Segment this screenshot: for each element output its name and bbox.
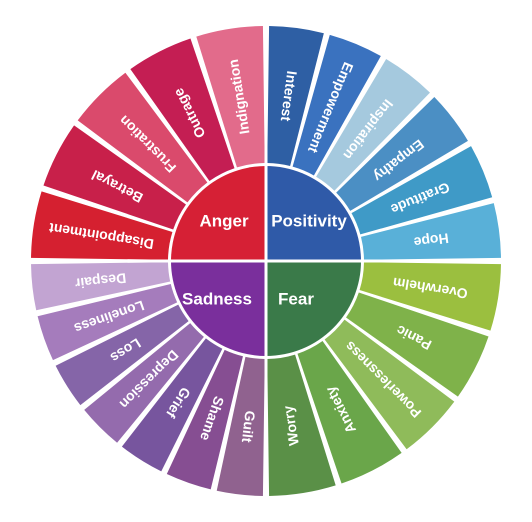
core-label-anger: Anger	[199, 211, 249, 230]
emotion-wheel: DisappointmentBetrayalFrustrationOutrage…	[0, 0, 532, 522]
core-label-sadness: Sadness	[182, 289, 252, 308]
core-label-fear: Fear	[278, 289, 314, 308]
core-label-positivity: Positivity	[271, 211, 347, 230]
